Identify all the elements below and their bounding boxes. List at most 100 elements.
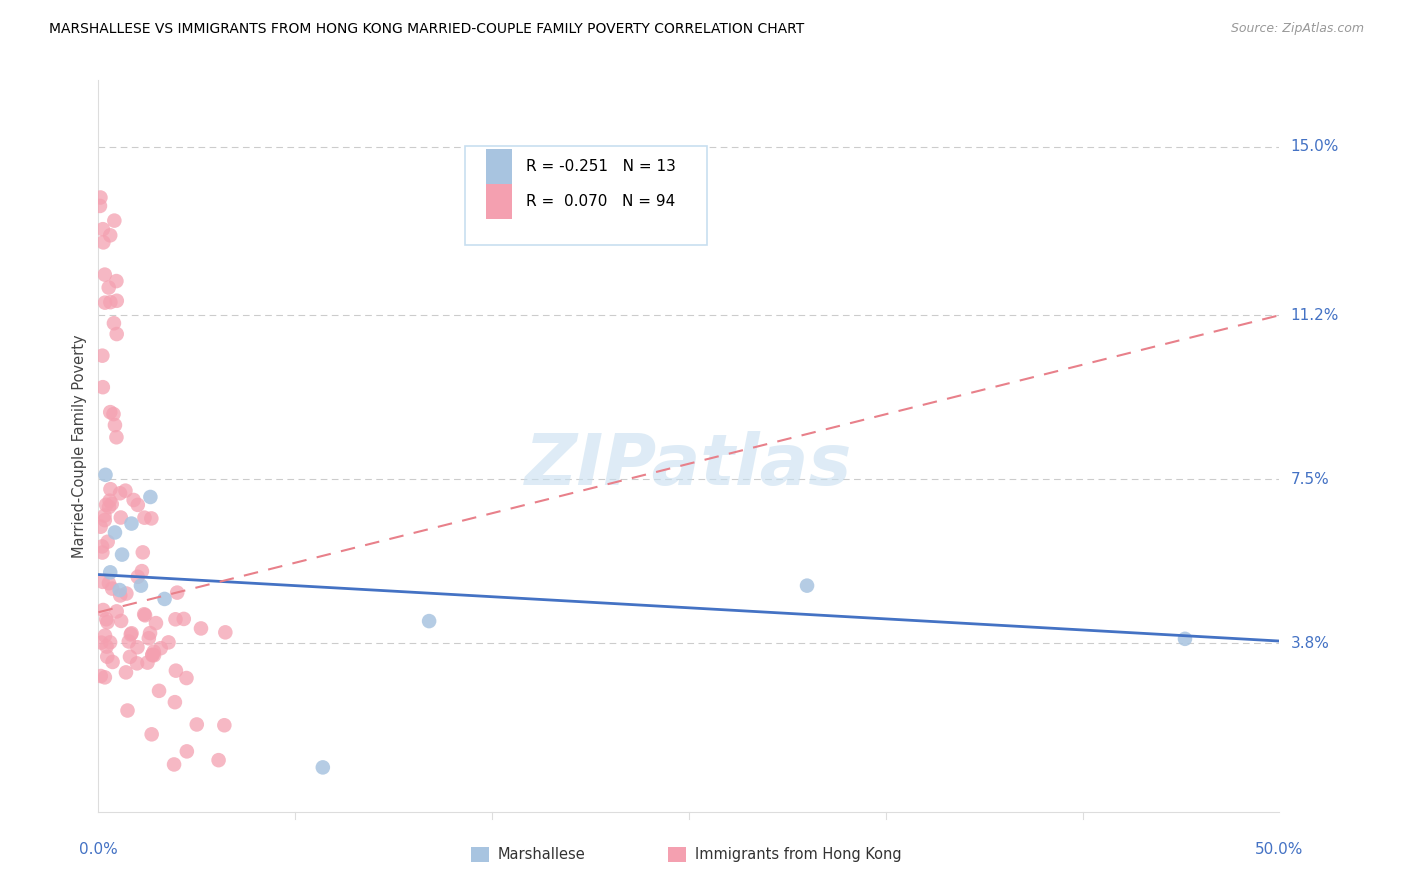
Point: [90, 669, 112, 683]
Point: [94, 498, 117, 512]
Point: [131, 564, 153, 578]
Point: [94, 670, 117, 684]
Point: [139, 490, 162, 504]
Point: [103, 213, 125, 227]
Text: MARSHALLESE VS IMMIGRANTS FROM HONG KONG MARRIED-COUPLE FAMILY POVERTY CORRELATI: MARSHALLESE VS IMMIGRANTS FROM HONG KONG…: [49, 22, 804, 37]
Point: [98, 493, 121, 508]
Point: [101, 582, 124, 596]
Point: [105, 274, 128, 288]
Point: [142, 645, 165, 659]
Point: [104, 525, 127, 540]
Point: [93, 235, 115, 250]
Point: [91, 603, 114, 617]
Point: [96, 640, 118, 654]
Point: [89, 199, 111, 213]
Point: [98, 405, 121, 419]
Point: [129, 579, 152, 593]
Point: [153, 591, 176, 606]
Point: [98, 635, 121, 649]
Point: [136, 656, 159, 670]
Point: [91, 574, 114, 589]
Text: ZIPatlas: ZIPatlas: [526, 432, 852, 500]
Point: [110, 614, 132, 628]
Text: Source: ZipAtlas.com: Source: ZipAtlas.com: [1230, 22, 1364, 36]
Point: [91, 222, 114, 236]
Point: [143, 648, 166, 663]
Point: [111, 548, 134, 562]
Text: 50.0%: 50.0%: [1256, 842, 1303, 857]
Point: [91, 349, 114, 363]
Point: [120, 627, 142, 641]
Point: [98, 566, 121, 580]
Point: [101, 655, 124, 669]
Point: [110, 589, 132, 603]
Point: [108, 583, 131, 598]
Point: [98, 228, 121, 243]
Point: [165, 612, 187, 626]
Point: [105, 293, 128, 308]
Point: [94, 467, 117, 482]
Bar: [486, 149, 512, 184]
Text: R = -0.251   N = 13: R = -0.251 N = 13: [526, 159, 676, 174]
Text: 11.2%: 11.2%: [1291, 308, 1339, 323]
Point: [132, 545, 155, 559]
Point: [163, 757, 186, 772]
Point: [173, 612, 195, 626]
Point: [127, 570, 149, 584]
Point: [115, 586, 138, 600]
Point: [97, 534, 120, 549]
Point: [134, 608, 156, 623]
Point: [141, 511, 163, 525]
Point: [186, 717, 208, 731]
Point: [118, 634, 141, 648]
Text: Marshallese: Marshallese: [498, 847, 585, 862]
Point: [91, 380, 114, 394]
Point: [157, 635, 180, 649]
Point: [96, 612, 118, 626]
Point: [163, 695, 186, 709]
Point: [100, 482, 122, 496]
Point: [190, 622, 212, 636]
Point: [145, 616, 167, 631]
Point: [91, 545, 114, 559]
Point: [105, 326, 128, 341]
Point: [121, 626, 143, 640]
Point: [90, 635, 112, 649]
Point: [139, 626, 162, 640]
Point: [118, 649, 141, 664]
Y-axis label: Married-Couple Family Poverty: Married-Couple Family Poverty: [72, 334, 87, 558]
Point: [121, 516, 143, 531]
Point: [94, 629, 117, 643]
Point: [115, 665, 138, 680]
Point: [96, 615, 118, 630]
Point: [98, 500, 121, 514]
Bar: [464, 146, 707, 244]
Point: [127, 640, 149, 655]
Point: [96, 649, 118, 664]
Text: R =  0.070   N = 94: R = 0.070 N = 94: [526, 194, 675, 210]
Point: [117, 704, 139, 718]
Point: [138, 632, 160, 646]
Point: [122, 493, 145, 508]
Text: 15.0%: 15.0%: [1291, 139, 1339, 154]
Point: [141, 648, 163, 662]
Text: 3.8%: 3.8%: [1291, 636, 1330, 651]
Point: [214, 718, 236, 732]
Point: [165, 664, 187, 678]
Point: [134, 510, 156, 524]
Point: [214, 625, 236, 640]
Point: [100, 497, 122, 511]
Point: [97, 576, 120, 591]
Point: [97, 280, 120, 294]
Point: [94, 513, 117, 527]
Point: [105, 430, 128, 444]
Point: [89, 190, 111, 204]
Point: [90, 520, 112, 534]
Point: [114, 483, 136, 498]
Point: [108, 486, 131, 500]
Text: Immigrants from Hong Kong: Immigrants from Hong Kong: [695, 847, 901, 862]
Point: [176, 671, 198, 685]
Point: [127, 498, 149, 512]
Point: [103, 407, 125, 421]
Point: [141, 648, 163, 662]
